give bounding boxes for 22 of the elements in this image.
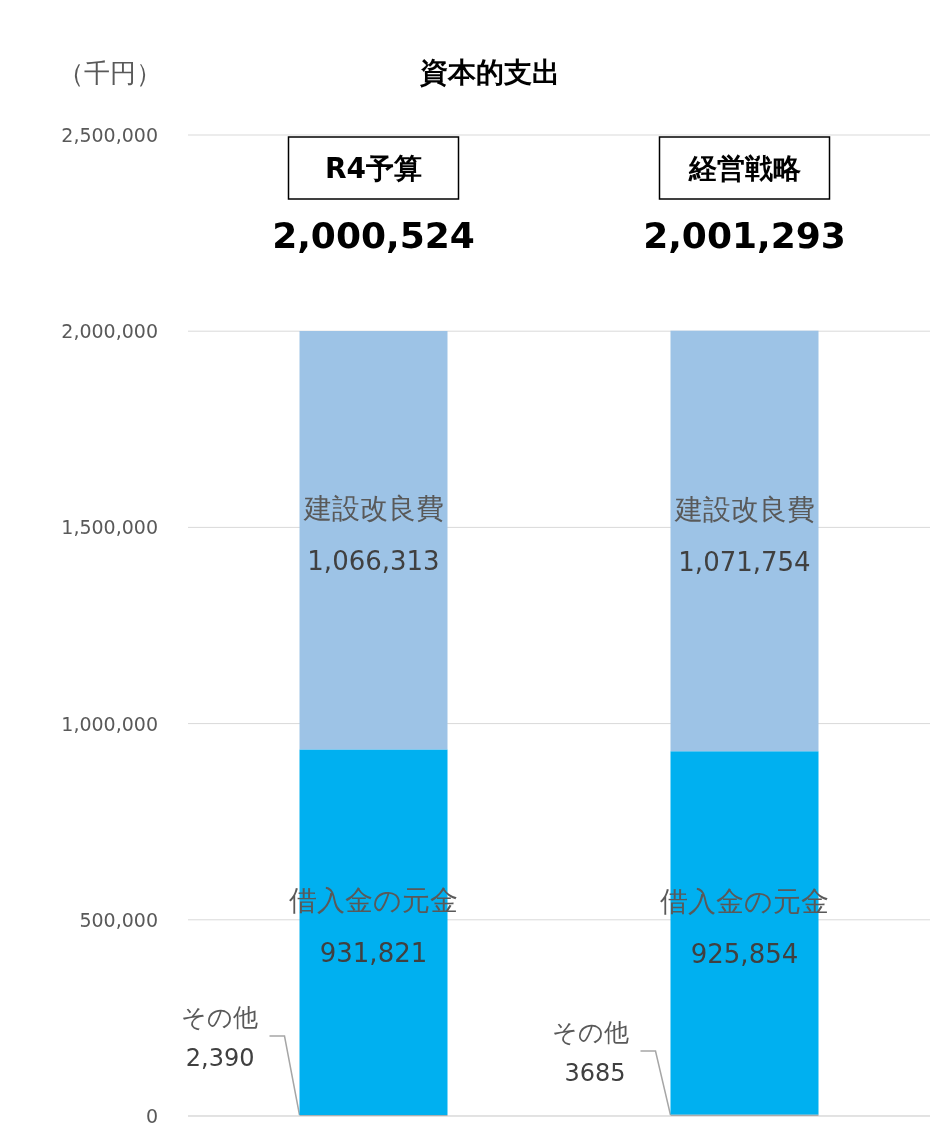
- data-label: 1,071,754: [678, 546, 811, 577]
- y-tick-label: 1,000,000: [61, 712, 158, 735]
- data-label: 925,854: [690, 938, 799, 969]
- x-tick-label: 経営戦略: [687, 152, 801, 185]
- data-label: 931,821: [319, 938, 428, 969]
- chart-title: 資本的支出: [419, 56, 560, 89]
- y-axis-title: （千円）: [58, 58, 162, 88]
- y-tick-label: 500,000: [79, 908, 158, 931]
- data-label: 2,390: [185, 1044, 255, 1072]
- data-label: 3685: [564, 1059, 626, 1087]
- total-label: 2,000,524: [272, 215, 475, 256]
- y-tick-label: 2,000,000: [61, 320, 158, 343]
- text: その他: [552, 1018, 629, 1047]
- y-tick-label: 2,500,000: [61, 124, 158, 146]
- y-tick-label: 0: [145, 1105, 158, 1127]
- text: その他: [181, 1003, 258, 1032]
- text: 建設改良費: [674, 492, 815, 526]
- series-label: 建設改良費: [302, 492, 444, 526]
- y-tick-label: 1,500,000: [61, 516, 158, 539]
- data-label: 1,066,313: [307, 546, 440, 577]
- total-label: 2,001,293: [643, 215, 846, 256]
- x-tick-label: R4予算: [324, 152, 423, 185]
